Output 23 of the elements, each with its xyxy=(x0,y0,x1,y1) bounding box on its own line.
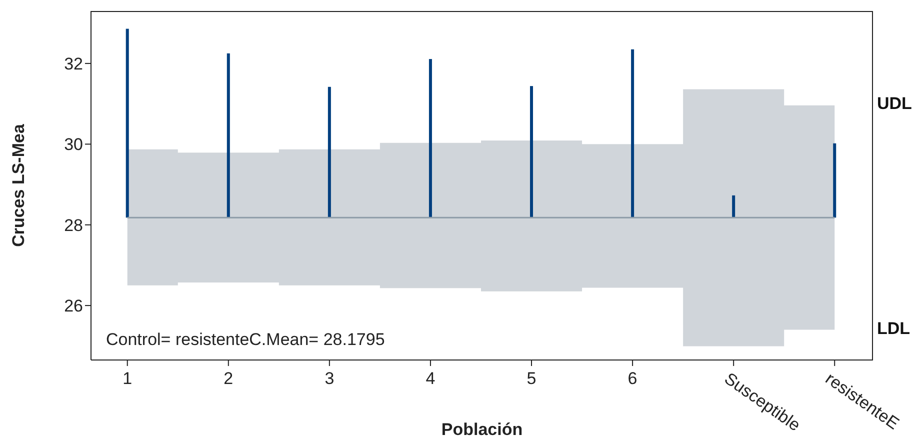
bar xyxy=(226,53,230,218)
x-tick-label: 5 xyxy=(526,369,536,388)
y-tick-label: 32 xyxy=(64,54,83,74)
bar xyxy=(732,195,736,218)
y-tick-label: 28 xyxy=(64,216,83,235)
x-tick-label: 4 xyxy=(426,369,436,388)
y-tick-label: 30 xyxy=(64,135,83,154)
bar xyxy=(126,28,129,218)
bar xyxy=(833,143,836,218)
y-axis-title: Cruces LS-Mea xyxy=(9,124,28,247)
x-axis-title: Población xyxy=(441,420,523,439)
bar xyxy=(428,59,432,218)
bar xyxy=(530,86,534,218)
x-tick-label: 3 xyxy=(324,369,334,388)
text: LDL xyxy=(877,318,910,339)
x-tick-label: 6 xyxy=(628,369,638,388)
text: UDL xyxy=(877,94,912,114)
bar xyxy=(631,49,634,218)
y-tick-label: 26 xyxy=(64,296,83,316)
bar xyxy=(328,86,331,218)
x-tick-label: 1 xyxy=(122,369,132,388)
x-tick-label: 2 xyxy=(224,369,234,388)
annotation: Control= resistenteC.Mean= 28.1795 xyxy=(106,330,385,350)
